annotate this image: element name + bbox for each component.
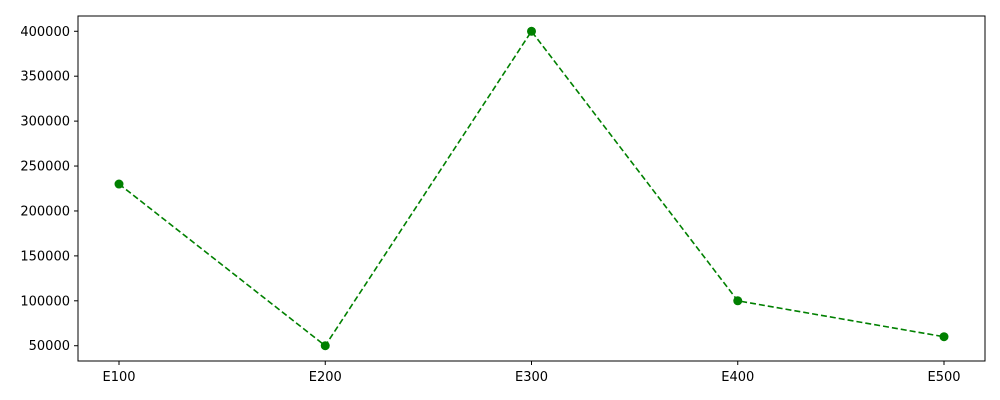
x-tick-label: E300 xyxy=(515,370,548,385)
x-tick-label: E200 xyxy=(309,370,342,385)
data-point-e400 xyxy=(733,296,743,306)
plot-area-frame xyxy=(77,15,986,362)
x-tick-label: E100 xyxy=(102,370,135,385)
x-axis: E100 E200 E300 E400 E500 xyxy=(102,361,961,385)
x-tick-label: E400 xyxy=(721,370,754,385)
y-tick-label: 50000 xyxy=(29,339,70,354)
x-tick-label: E500 xyxy=(927,370,960,385)
series-line xyxy=(118,29,945,347)
y-tick-label: 100000 xyxy=(20,294,70,309)
data-point-e500 xyxy=(939,332,949,342)
y-axis: 50000 100000 150000 200000 250000 300000 35000… xyxy=(20,25,78,354)
y-tick-label: 400000 xyxy=(20,25,70,40)
y-tick-label: 150000 xyxy=(20,249,70,264)
data-point-e200 xyxy=(320,341,330,351)
series-layer xyxy=(114,26,949,351)
data-point-e300 xyxy=(527,26,536,36)
y-tick-label: 350000 xyxy=(20,70,70,85)
y-tick-label: 250000 xyxy=(20,160,70,175)
data-point-e100 xyxy=(114,179,124,189)
y-tick-label: 200000 xyxy=(20,204,70,219)
y-tick-label: 300000 xyxy=(20,115,70,130)
